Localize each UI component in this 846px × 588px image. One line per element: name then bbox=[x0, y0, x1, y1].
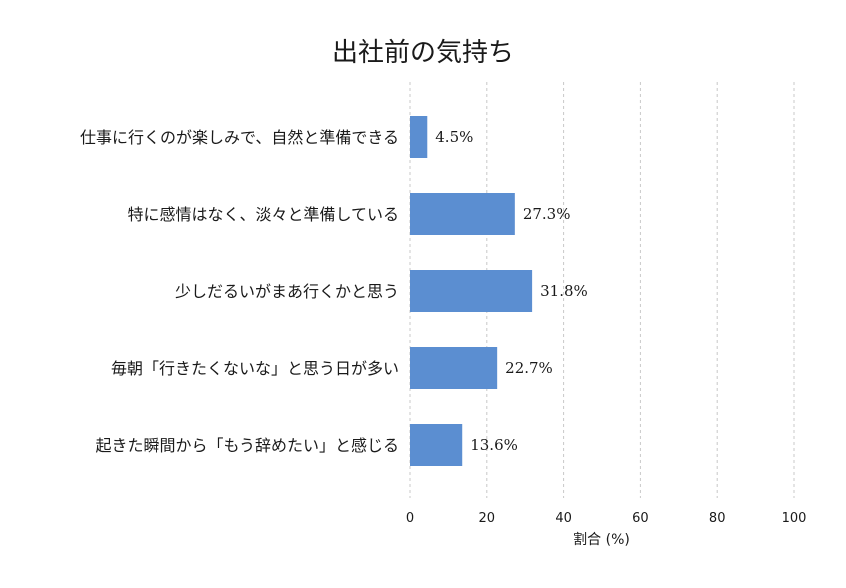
x-tick-label: 100 bbox=[782, 511, 807, 526]
bar bbox=[410, 193, 515, 235]
category-label: 毎朝「行きたくないな」と思う日が多い bbox=[111, 359, 399, 378]
x-tick-label: 80 bbox=[709, 511, 726, 526]
bar bbox=[410, 424, 463, 466]
x-axis-title: 割合 (%) bbox=[573, 531, 630, 548]
value-label: 27.3% bbox=[523, 205, 571, 223]
bar bbox=[410, 116, 428, 158]
category-label: 起きた瞬間から「もう辞めたい」と感じる bbox=[95, 436, 399, 455]
value-label: 31.8% bbox=[540, 282, 588, 300]
x-tick-label: 60 bbox=[632, 511, 649, 526]
value-label: 13.6% bbox=[470, 436, 518, 454]
bar-layer bbox=[410, 116, 533, 466]
chart-title: 出社前の気持ち bbox=[332, 38, 514, 68]
category-label: 仕事に行くのが楽しみで、自然と準備できる bbox=[80, 128, 399, 147]
category-label: 少しだるいがまあ行くかと思う bbox=[175, 282, 399, 301]
bar bbox=[410, 347, 498, 389]
value-label: 22.7% bbox=[505, 359, 553, 377]
label-layer: 0 20 40 60 80 100 仕事に行くのが楽しみで、自然と準備できる 4.5% 特に感情… bbox=[80, 128, 806, 526]
category-label: 特に感情はなく、淡々と準備している bbox=[127, 205, 399, 224]
x-tick-label: 40 bbox=[555, 511, 572, 526]
value-label: 4.5% bbox=[435, 128, 473, 146]
x-tick-label: 20 bbox=[479, 511, 496, 526]
x-tick-label: 0 bbox=[406, 511, 414, 526]
bar bbox=[410, 270, 533, 312]
